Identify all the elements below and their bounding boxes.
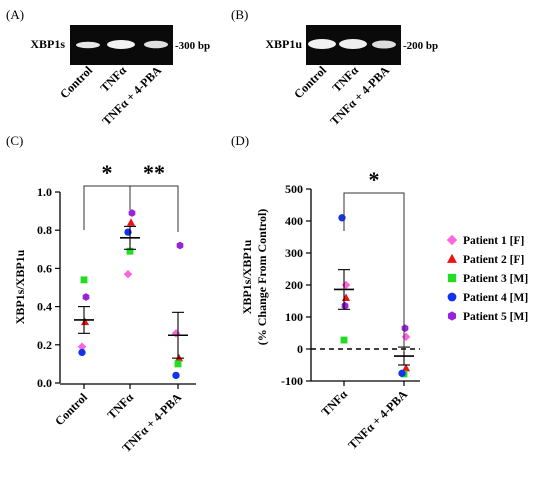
y-tick-label: 300 — [285, 246, 303, 260]
significance-marker: * — [102, 160, 113, 185]
significance-bracket — [129, 185, 179, 232]
y-tick-label: 0 — [297, 342, 303, 356]
y-tick-label: 100 — [285, 310, 303, 324]
data-point-patient-4-m-tnf-4-pba — [398, 369, 406, 377]
gel-b-lane-control: Control — [291, 63, 329, 101]
panel-a: (A) XBP1s -300 bp Control TNFα TNFα + 4-… — [6, 7, 210, 128]
data-point-patient-4-m-tnf — [338, 214, 346, 222]
x-category-label-control: Control — [52, 390, 90, 428]
data-point-patient-2-f-control — [80, 317, 90, 326]
legend-label-patient-1-f: Patient 1 [F] — [463, 235, 524, 247]
gel-b-target-label: XBP1u — [265, 37, 302, 51]
y-tick-label: 200 — [285, 278, 303, 292]
gel-b-band-tnfa-4pba — [372, 40, 396, 49]
y-tick-label: 0.0 — [37, 376, 52, 390]
significance-marker: * — [369, 167, 380, 192]
panel-c-letter: (C) — [6, 133, 23, 148]
legend-marker-patient-5-m — [447, 311, 457, 321]
legend-marker-patient-2-f — [447, 253, 457, 263]
x-category-label-tnf-4-pba: TNFα + 4-PBA — [345, 387, 410, 452]
gel-a-band-tnfa-4pba — [144, 40, 168, 49]
gel-a-lane-control: Control — [57, 63, 95, 101]
panel-d: (D) XBP1s/XBP1u (% Change From Control) … — [231, 133, 420, 452]
y-tick-label: 0.8 — [37, 223, 52, 237]
data-point-patient-2-f-tnf — [341, 293, 351, 302]
legend-label-patient-5-m: Patient 5 [M] — [463, 311, 528, 323]
y-tick-label: -100 — [281, 374, 303, 388]
y-tick-label: 0.4 — [37, 300, 52, 314]
data-point-patient-1-f-tnf — [123, 269, 133, 279]
panel-b-letter: (B) — [231, 7, 248, 22]
significance-marker: ** — [143, 160, 165, 185]
legend-marker-patient-3-m — [447, 273, 457, 283]
data-point-patient-2-f-tnf-4-pba — [401, 363, 411, 372]
gel-a-band-control — [76, 41, 100, 49]
data-point-patient-1-f-tnf-4-pba — [171, 329, 181, 338]
panel-d-y-axis-title-line2: (% Change From Control) — [255, 209, 269, 346]
data-point-patient-5-m-tnf — [128, 209, 136, 217]
panel-b: (B) XBP1u -200 bp Control TNFα TNFα + 4-… — [231, 7, 438, 128]
data-point-patient-3-m-tnf — [340, 336, 348, 344]
gel-b-band-tnfa — [339, 39, 367, 49]
data-point-patient-1-f-control — [77, 342, 87, 352]
data-point-patient-5-m-control — [82, 293, 90, 301]
data-point-patient-1-f-tnf-4-pba — [401, 332, 411, 342]
data-point-patient-4-m-control — [78, 348, 86, 357]
gel-a-size-label: -300 bp — [175, 40, 210, 52]
data-point-patient-3-m-tnf-4-pba — [174, 360, 182, 368]
panel-d-letter: (D) — [231, 133, 249, 148]
y-tick-label: 400 — [285, 214, 303, 228]
gel-a-lane-tnfa: TNFα — [98, 63, 130, 95]
data-point-patient-3-m-control — [80, 276, 88, 284]
data-point-patient-5-m-tnf-4-pba — [401, 324, 409, 333]
data-point-patient-4-m-tnf-4-pba — [172, 371, 180, 380]
panel-c-y-axis-title: XBP1s/XBP1u — [13, 249, 27, 324]
legend-marker-patient-4-m — [447, 292, 457, 302]
legend-marker-patient-1-f — [446, 234, 458, 246]
y-tick-label: 0.2 — [37, 338, 52, 352]
panel-d-y-axis-title-line1: XBP1s/XBP1u — [240, 239, 254, 314]
x-category-label-tnf: TNFα — [105, 390, 137, 422]
significance-bracket — [83, 185, 131, 230]
panel-a-letter: (A) — [6, 7, 24, 22]
data-point-patient-2-f-tnf — [126, 218, 136, 226]
data-point-patient-1-f-tnf — [341, 280, 351, 290]
y-tick-label: 500 — [285, 182, 303, 196]
y-tick-label: 0.6 — [37, 261, 52, 275]
significance-bracket — [343, 192, 405, 352]
data-point-patient-5-m-tnf — [341, 301, 349, 310]
gel-b-band-control — [308, 39, 336, 49]
x-category-label-tnf: TNFα — [319, 387, 351, 419]
panel-c: (C) XBP1s/XBP1u 0.0 0.2 0.4 0.6 0.8 1.0 Contro… — [6, 133, 196, 455]
legend-label-patient-2-f: Patient 2 [F] — [463, 254, 524, 266]
data-point-patient-5-m-tnf-4-pba — [176, 241, 184, 250]
data-point-patient-4-m-tnf — [124, 228, 132, 236]
y-tick-label: 1.0 — [37, 185, 52, 199]
gel-a-band-tnfa — [107, 40, 135, 49]
data-point-patient-3-m-tnf — [126, 247, 134, 255]
legend-label-patient-4-m: Patient 4 [M] — [463, 292, 528, 304]
legend-label-patient-3-m: Patient 3 [M] — [463, 273, 528, 285]
gel-b-size-label: -200 bp — [403, 40, 438, 52]
gel-a-target-label: XBP1s — [30, 37, 65, 51]
legend: Patient 1 [F] Patient 2 [F] Patient 3 [M] P… — [446, 234, 528, 323]
